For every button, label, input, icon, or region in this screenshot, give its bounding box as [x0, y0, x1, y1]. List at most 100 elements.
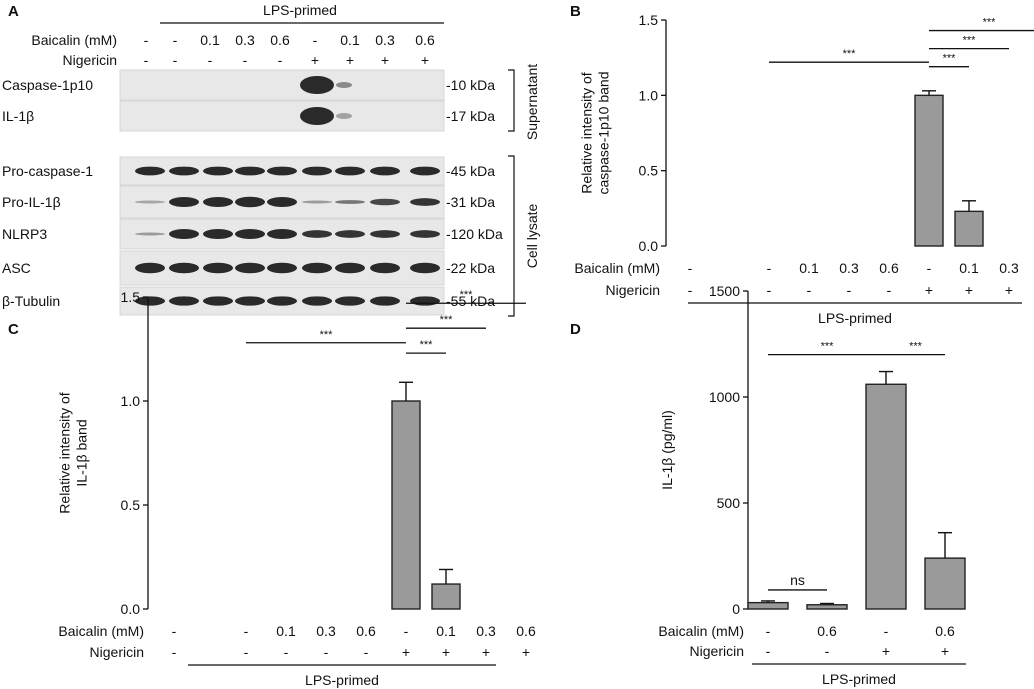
blot-band [302, 200, 332, 204]
blot-strip [119, 100, 445, 132]
blot-band [300, 76, 334, 94]
blot-band [203, 229, 233, 239]
y-tick-label: 0.5 [639, 163, 659, 179]
y-tick-label: 1000 [709, 389, 740, 405]
blot-band [135, 200, 165, 204]
blot-band [169, 197, 199, 207]
blot-band [300, 107, 334, 125]
baicalin-value: 0.1 [959, 260, 979, 276]
blot-size-label: -10 kDa [446, 77, 495, 93]
blot-band [267, 197, 297, 207]
significance-label: ns [790, 572, 805, 588]
nigericin-label: Nigericin [690, 643, 744, 659]
significance-label: *** [909, 341, 923, 353]
y-tick-label: 1.5 [121, 289, 141, 305]
baicalin-value: 0.6 [356, 623, 376, 639]
lysate-bracket [508, 155, 515, 317]
blot-baicalin-value: 0.6 [415, 32, 435, 48]
blot-band [336, 113, 352, 119]
blot-band [370, 230, 400, 238]
significance-label: *** [460, 289, 474, 301]
panel-letter-b: B [570, 3, 581, 20]
blot-row-label: Pro-caspase-1 [2, 163, 93, 179]
blot-band [302, 262, 332, 274]
baicalin-value: 0.6 [516, 623, 536, 639]
blot-band [169, 166, 199, 176]
nigericin-label: Nigericin [606, 282, 660, 298]
panel-letter-a: A [8, 3, 19, 20]
blot-baicalin-value: 0.1 [200, 32, 220, 48]
supernatant-bracket [508, 69, 515, 132]
blot-band [335, 262, 365, 274]
nigericin-value: - [284, 644, 289, 660]
baicalin-value: - [172, 623, 177, 639]
baicalin-value: - [404, 623, 409, 639]
blot-size-label: -120 kDa [446, 226, 503, 242]
baicalin-value: 0.6 [935, 623, 955, 639]
baicalin-value: 0.6 [817, 623, 837, 639]
blot-size-label: -17 kDa [446, 108, 495, 124]
blot-band [370, 262, 400, 274]
baicalin-label: Baicalin (mM) [58, 623, 144, 639]
bar [914, 94, 944, 247]
baicalin-value: 0.3 [999, 260, 1019, 276]
y-tick-label: 1500 [709, 283, 740, 299]
y-tick-label: 0 [732, 601, 740, 617]
blot-band [336, 82, 352, 88]
baicalin-value: 0.3 [316, 623, 336, 639]
blot-row-label: ASC [2, 260, 31, 276]
baicalin-value: - [688, 260, 693, 276]
baicalin-value: 0.1 [276, 623, 296, 639]
significance-label: *** [983, 17, 997, 29]
blot-band [335, 296, 365, 306]
blot-band [169, 296, 199, 306]
blot-band [203, 197, 233, 207]
blot-band [370, 296, 400, 306]
blot-baicalin-value: 0.6 [270, 32, 290, 48]
blot-band [335, 166, 365, 176]
baicalin-value: 0.3 [476, 623, 496, 639]
lps-label: LPS-primed [822, 671, 896, 687]
blot-band [370, 166, 400, 176]
blot-row-label: Pro-IL-1β [2, 194, 61, 210]
blot-band [335, 230, 365, 238]
blot-band [135, 166, 165, 176]
blot-band [410, 198, 440, 206]
nigericin-value: + [882, 643, 890, 659]
panel-letter-c: C [8, 321, 19, 338]
blot-baicalin-value: 0.1 [340, 32, 360, 48]
chart-il-1b-elisa: 0 500 1000 1500 IL-1β (pg/ml) ns *** *** Baicali… [658, 283, 966, 687]
blot-row-label: Caspase-1p10 [2, 77, 93, 93]
blot-nigericin-value: - [208, 52, 213, 68]
significance-label: *** [320, 329, 334, 341]
bar [806, 604, 848, 610]
blot-row-label: β-Tubulin [2, 293, 60, 309]
nigericin-value: + [925, 282, 933, 298]
bar [865, 383, 907, 610]
blot-band [410, 166, 440, 176]
baicalin-value: - [884, 623, 889, 639]
nigericin-value: + [941, 643, 949, 659]
nigericin-value: - [688, 282, 693, 298]
nigericin-value: + [965, 282, 973, 298]
nigericin-value: - [244, 644, 249, 660]
baicalin-value: 0.1 [799, 260, 819, 276]
blot-row-label: IL-1β [2, 108, 34, 124]
blot-band [135, 262, 165, 274]
baicalin-value: 0.1 [436, 623, 456, 639]
blot-nigericin-value: - [243, 52, 248, 68]
blot-band [410, 262, 440, 274]
blot-baicalin-value: - [313, 32, 318, 48]
blot-band [203, 296, 233, 306]
nigericin-value: - [172, 644, 177, 660]
blot-baicalin-value: 0.3 [235, 32, 255, 48]
blot-band [302, 296, 332, 306]
blot-nigericin-value: + [421, 52, 429, 68]
blot-band [235, 296, 265, 306]
blot-band [135, 296, 165, 306]
blot-strip [119, 69, 445, 101]
y-tick-label: 0.5 [121, 497, 141, 513]
nigericin-value: + [522, 644, 530, 660]
bar [431, 583, 461, 610]
